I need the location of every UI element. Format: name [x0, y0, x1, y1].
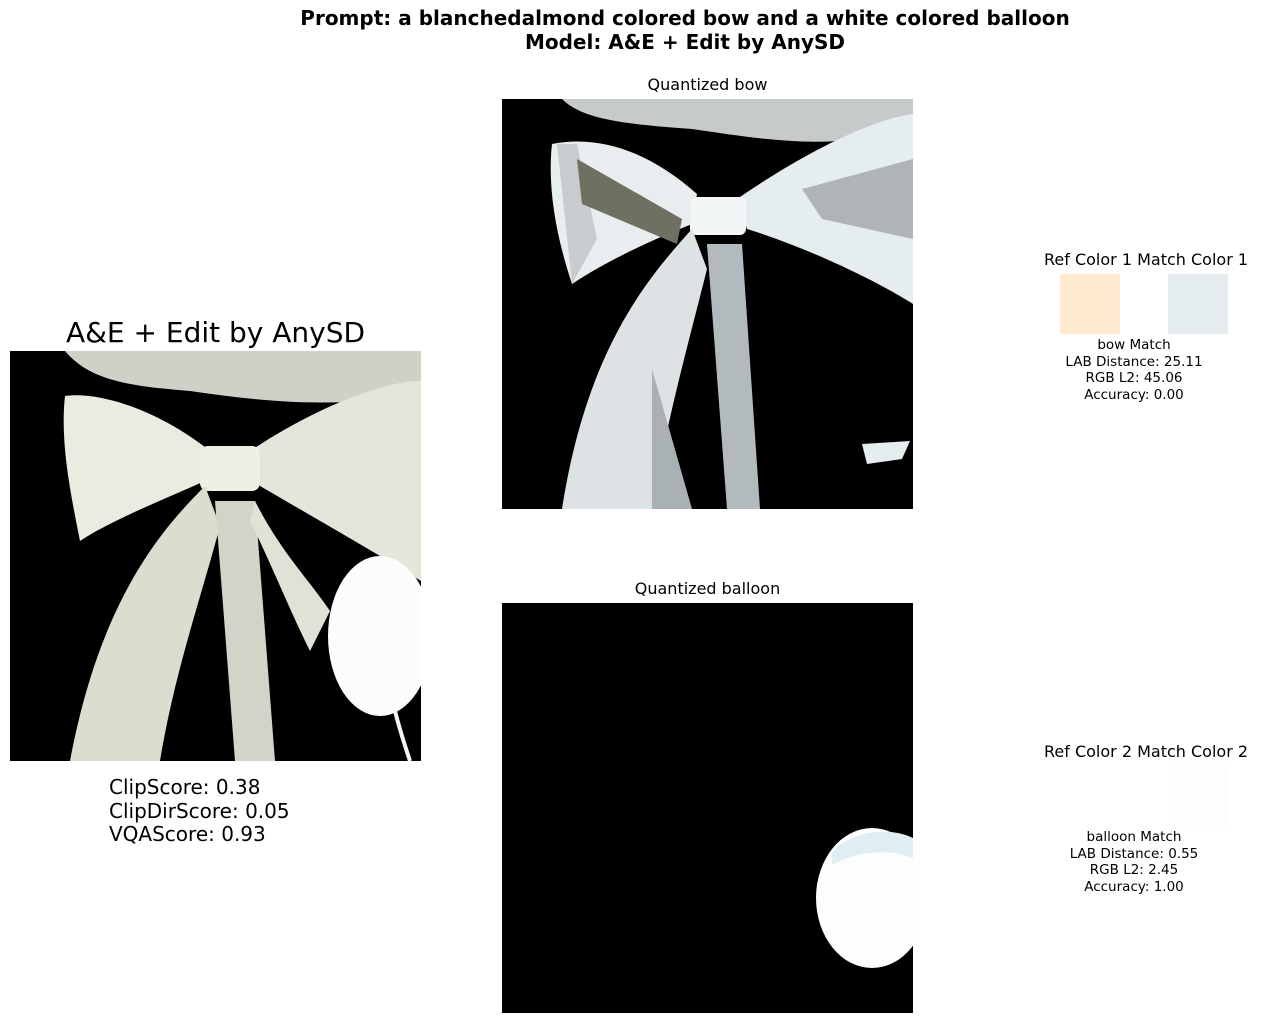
- match-1-lab: LAB Distance: 25.11: [1065, 353, 1203, 370]
- ref-color-2-swatch: [1060, 766, 1120, 826]
- main-image-title: A&E + Edit by AnySD: [65, 316, 366, 349]
- clip-score: ClipScore: 0.38: [109, 775, 261, 799]
- match-1-header: Ref Color 1 Match Color 1: [1044, 250, 1249, 269]
- main-image: [10, 351, 421, 761]
- ref-color-1-swatch: [1060, 274, 1120, 334]
- score-block: ClipScore: 0.38 ClipDirScore: 0.05 VQASc…: [109, 775, 290, 847]
- match-1-rgb: RGB L2: 45.06: [1085, 370, 1183, 386]
- quantized-balloon-title: Quantized balloon: [634, 579, 781, 598]
- vqa-score: VQAScore: 0.93: [109, 822, 266, 846]
- quantized-bow-image: [502, 99, 913, 509]
- prompt-title: Prompt: a blanchedalmond colored bow and…: [300, 6, 1070, 30]
- model-title: Model: A&E + Edit by AnySD: [524, 30, 846, 54]
- quantized-bow-illustration: [502, 99, 913, 509]
- match-2-rgb: RGB L2: 2.45: [1089, 862, 1179, 878]
- bow-photo-illustration: [10, 351, 421, 761]
- match-1-accuracy: Accuracy: 0.00: [1084, 386, 1184, 403]
- match-1-stats: bow Match LAB Distance: 25.11 RGB L2: 45…: [1034, 337, 1234, 403]
- clip-dir-score: ClipDirScore: 0.05: [109, 798, 290, 823]
- match-color-2-swatch: [1168, 766, 1228, 826]
- match-2-lab: LAB Distance: 0.55: [1069, 845, 1199, 862]
- figure-header: Prompt: a blanchedalmond colored bow and…: [0, 6, 1265, 54]
- match-2-header: Ref Color 2 Match Color 2: [1044, 742, 1249, 761]
- quantized-bow-title: Quantized bow: [647, 75, 768, 94]
- match-color-1-swatch: [1168, 274, 1228, 334]
- match-2-label: balloon Match: [1086, 829, 1182, 845]
- match-2-accuracy: Accuracy: 1.00: [1084, 878, 1184, 895]
- match-1-label: bow Match: [1097, 337, 1171, 353]
- quantized-balloon-illustration: [502, 603, 913, 1013]
- match-2-stats: balloon Match LAB Distance: 0.55 RGB L2:…: [1034, 829, 1234, 895]
- quantized-balloon-image: [502, 603, 913, 1013]
